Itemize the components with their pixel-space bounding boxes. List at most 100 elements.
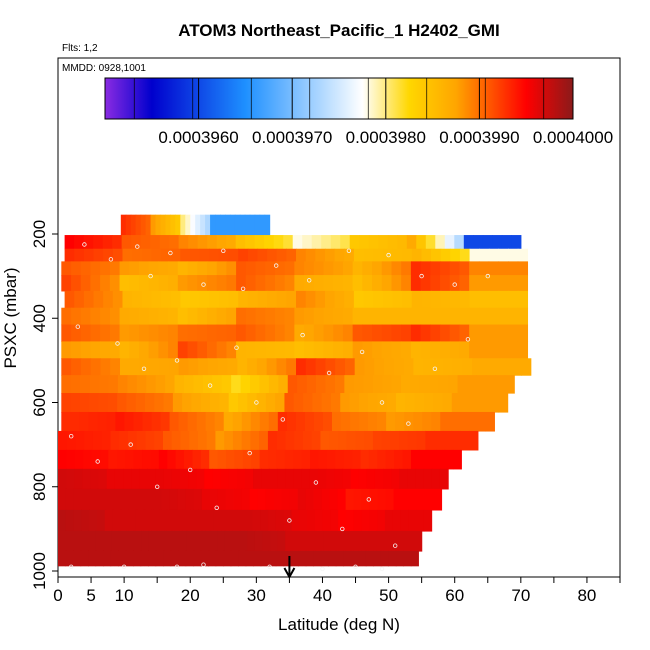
heatmap-cell <box>476 375 487 394</box>
heatmap-cell <box>369 509 378 532</box>
heatmap-cell <box>270 530 279 552</box>
heatmap-cell <box>124 411 135 432</box>
heatmap-cell <box>286 358 297 376</box>
heatmap-cell <box>64 290 75 309</box>
heatmap-cell <box>469 430 479 451</box>
heatmap-cell <box>95 530 105 552</box>
heatmap-cell <box>333 261 344 276</box>
heatmap-cell <box>393 488 403 511</box>
heatmap-cell <box>265 393 276 413</box>
heatmap-cell <box>478 275 490 292</box>
heatmap-cell <box>353 290 365 309</box>
heatmap-cell <box>177 261 189 276</box>
x-tick-label: 0 <box>53 586 62 605</box>
heatmap-cell <box>313 341 325 359</box>
heatmap-cell <box>190 509 199 532</box>
heatmap-cell <box>168 324 179 343</box>
heatmap-cell <box>260 509 269 532</box>
heatmap-cell <box>160 214 167 236</box>
heatmap-cell <box>289 488 299 511</box>
heatmap-cell <box>302 235 313 250</box>
heatmap-cell <box>353 530 362 552</box>
heatmap-cell <box>145 430 155 451</box>
heatmap-cell <box>394 449 404 470</box>
chart-title: ATOM3 Northeast_Pacific_1 H2402_GMI <box>178 21 500 40</box>
heatmap-cell <box>350 411 360 432</box>
flight-point <box>214 505 219 510</box>
heatmap-cell <box>74 290 85 309</box>
heatmap-cell <box>436 449 446 470</box>
x-tick-label: 80 <box>577 586 596 605</box>
heatmap-cell <box>296 248 307 262</box>
heatmap-cell <box>469 341 480 359</box>
heatmap-cell <box>244 509 254 532</box>
heatmap-cell <box>469 261 480 276</box>
heatmap-cell <box>174 509 184 532</box>
heatmap-cell <box>119 275 130 292</box>
heatmap-cell <box>301 468 311 490</box>
heatmap-cell <box>154 430 164 451</box>
heatmap-cell <box>169 488 179 511</box>
flight-point <box>379 566 385 572</box>
heatmap-cell <box>411 248 422 262</box>
heatmap-cell <box>131 468 140 490</box>
heatmap-cell <box>321 393 332 413</box>
heatmap-cell <box>80 261 92 276</box>
heatmap-cell <box>170 290 181 309</box>
heatmap-cell <box>219 214 226 236</box>
heatmap-cell <box>430 275 441 292</box>
heatmap-cell <box>256 393 267 413</box>
heatmap-cell <box>345 530 355 552</box>
heatmap-cell <box>485 375 496 394</box>
heatmap-cell <box>187 275 198 292</box>
heatmap-cell <box>334 468 344 490</box>
heatmap-cell <box>508 324 519 343</box>
heatmap-cell <box>294 275 305 292</box>
heatmap-cell <box>286 290 297 309</box>
heatmap-cell <box>179 468 189 490</box>
heatmap-cell <box>384 358 395 376</box>
heatmap-cell <box>148 324 160 343</box>
heatmap-cell <box>187 341 198 359</box>
flight-point <box>432 366 438 371</box>
heatmap-cell <box>188 358 199 376</box>
heatmap-cell <box>58 509 67 532</box>
heatmap-cell <box>491 358 502 376</box>
heatmap-cell <box>172 393 183 413</box>
heatmap-cell <box>117 375 128 394</box>
heatmap-cell <box>410 307 422 326</box>
heatmap-cell <box>391 275 402 292</box>
heatmap-cell <box>83 290 95 309</box>
heatmap-cell <box>228 393 239 413</box>
flight-point <box>247 450 252 456</box>
heatmap-cell <box>469 275 480 292</box>
heatmap-cell <box>70 375 81 394</box>
heatmap-cell <box>151 290 162 309</box>
heatmap-cell <box>244 214 251 236</box>
heatmap-cell <box>83 449 93 470</box>
heatmap-cell <box>488 341 499 359</box>
heatmap-cell <box>381 430 391 451</box>
heatmap-cell <box>478 324 490 343</box>
heatmap-cell <box>88 411 98 432</box>
heatmap-cell <box>396 393 406 413</box>
heatmap-cell <box>359 235 370 250</box>
heatmap-cell <box>476 411 486 432</box>
heatmap-cell <box>325 375 336 394</box>
heatmap-cell <box>344 290 355 309</box>
heatmap-cell <box>91 449 101 470</box>
heatmap-cell <box>406 235 417 250</box>
heatmap-cell <box>430 261 441 276</box>
heatmap-cell <box>249 488 259 511</box>
heatmap-cell <box>459 261 470 276</box>
heatmap-cell <box>216 261 227 276</box>
heatmap-cell <box>333 324 344 343</box>
heatmap-cell <box>385 449 395 470</box>
heatmap-cell <box>119 358 131 376</box>
flight-point <box>68 564 74 569</box>
heatmap-cell <box>355 430 365 451</box>
heatmap-cell <box>192 449 202 470</box>
heatmap-cell <box>403 358 414 376</box>
heatmap-cell <box>228 290 239 309</box>
heatmap-cell <box>61 261 72 276</box>
